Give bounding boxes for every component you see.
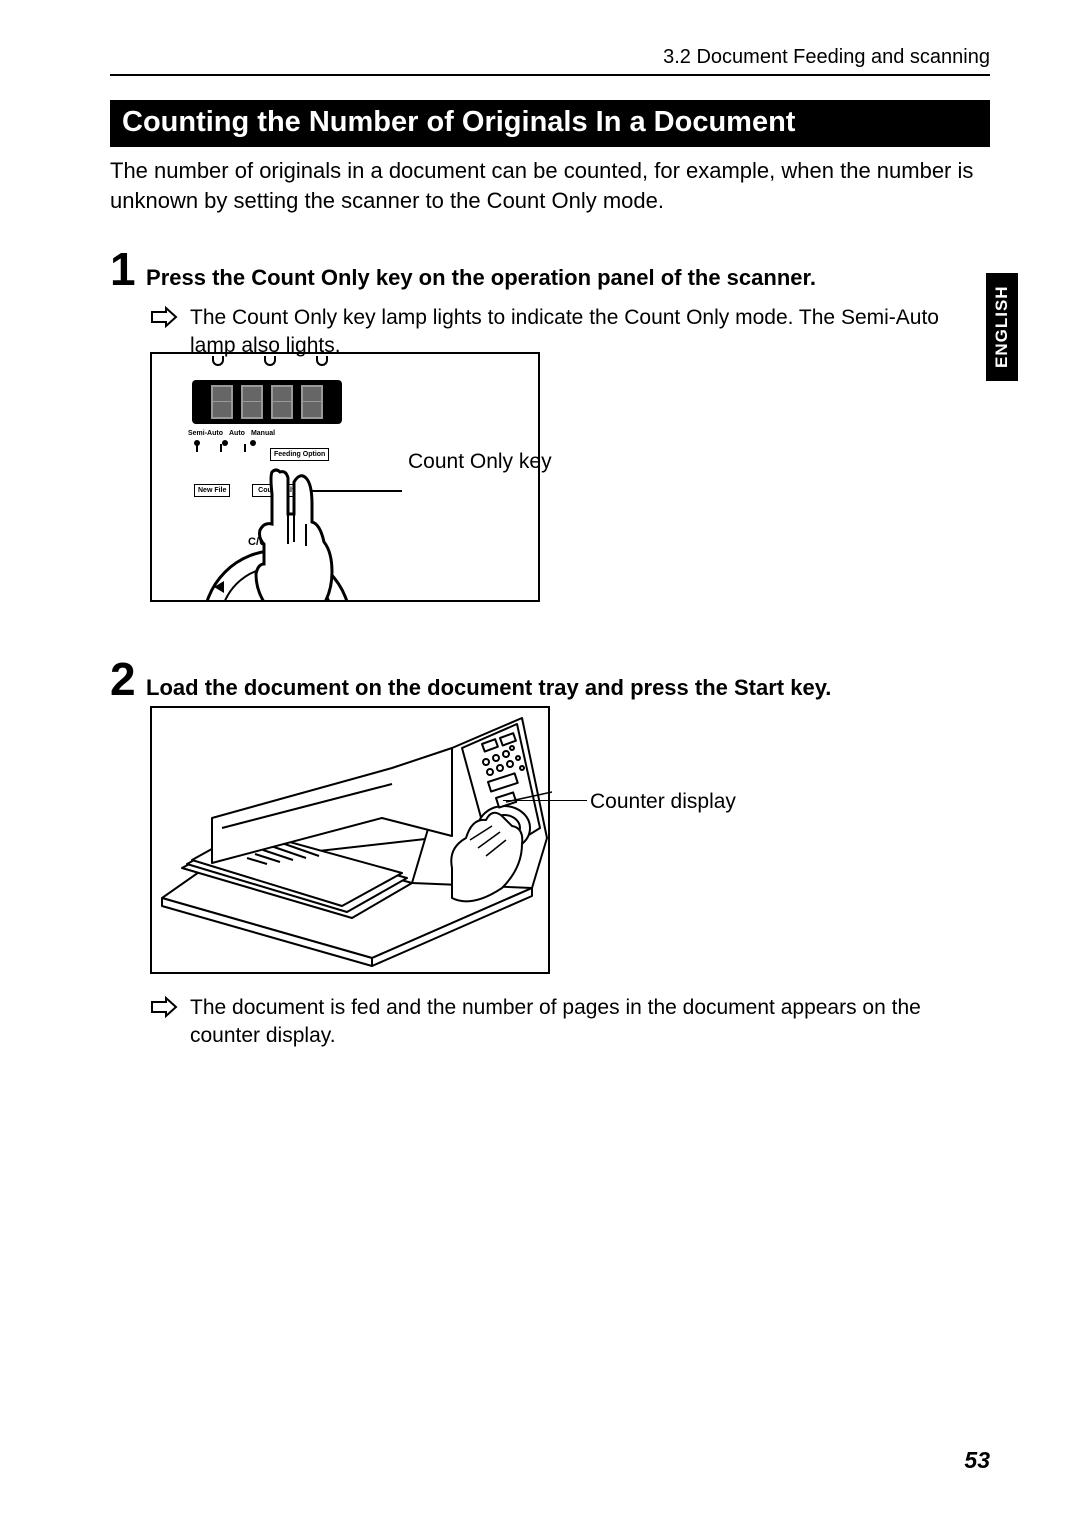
panel-top-arcs: [212, 356, 328, 366]
mode-labels: Semi-Auto Auto Manual: [188, 430, 275, 437]
page-number: 53: [964, 1447, 990, 1474]
step-1-number: 1: [110, 242, 136, 296]
result-arrow-icon: [150, 306, 178, 328]
pointing-hand-icon: [250, 464, 340, 602]
step-2-title: Load the document on the document tray a…: [146, 675, 831, 700]
step-1: 1 Press the Count Only key on the operat…: [110, 242, 990, 361]
step-1-title: Press the Count Only key on the operatio…: [146, 265, 816, 290]
mode-auto: Auto: [229, 430, 245, 437]
mode-semi-auto: Semi-Auto: [188, 430, 223, 437]
operation-panel-figure: Semi-Auto Auto Manual Feeding Option New…: [150, 352, 540, 602]
scanner-illustration: [152, 708, 552, 976]
feeding-option-button: Feeding Option: [270, 448, 329, 461]
intro-paragraph: The number of originals in a document ca…: [110, 156, 990, 215]
dial-arrow-icon: [212, 579, 228, 595]
new-file-button: New File: [194, 484, 230, 497]
step-2: 2 Load the document on the document tray…: [110, 652, 990, 706]
result-arrow-icon: [150, 996, 178, 1018]
header-section: 3.2 Document Feeding and scanning: [663, 46, 990, 69]
language-tab: ENGLISH: [986, 273, 1018, 381]
counter-display: [192, 380, 342, 424]
count-only-callout: Count Only key: [408, 450, 552, 474]
step-2-number: 2: [110, 652, 136, 706]
section-title: Counting the Number of Originals In a Do…: [110, 100, 990, 147]
header-rule: [110, 74, 990, 76]
scanner-figure: [150, 706, 550, 974]
step-2-note-row: The document is fed and the number of pa…: [150, 986, 990, 1051]
step-2-note: The document is fed and the number of pa…: [190, 994, 990, 1051]
counter-callout: Counter display: [590, 790, 736, 814]
counter-callout-line: [503, 800, 587, 801]
document-page: 3.2 Document Feeding and scanning Counti…: [0, 0, 1080, 1526]
mode-manual: Manual: [251, 430, 275, 437]
mode-leds: [194, 440, 256, 446]
